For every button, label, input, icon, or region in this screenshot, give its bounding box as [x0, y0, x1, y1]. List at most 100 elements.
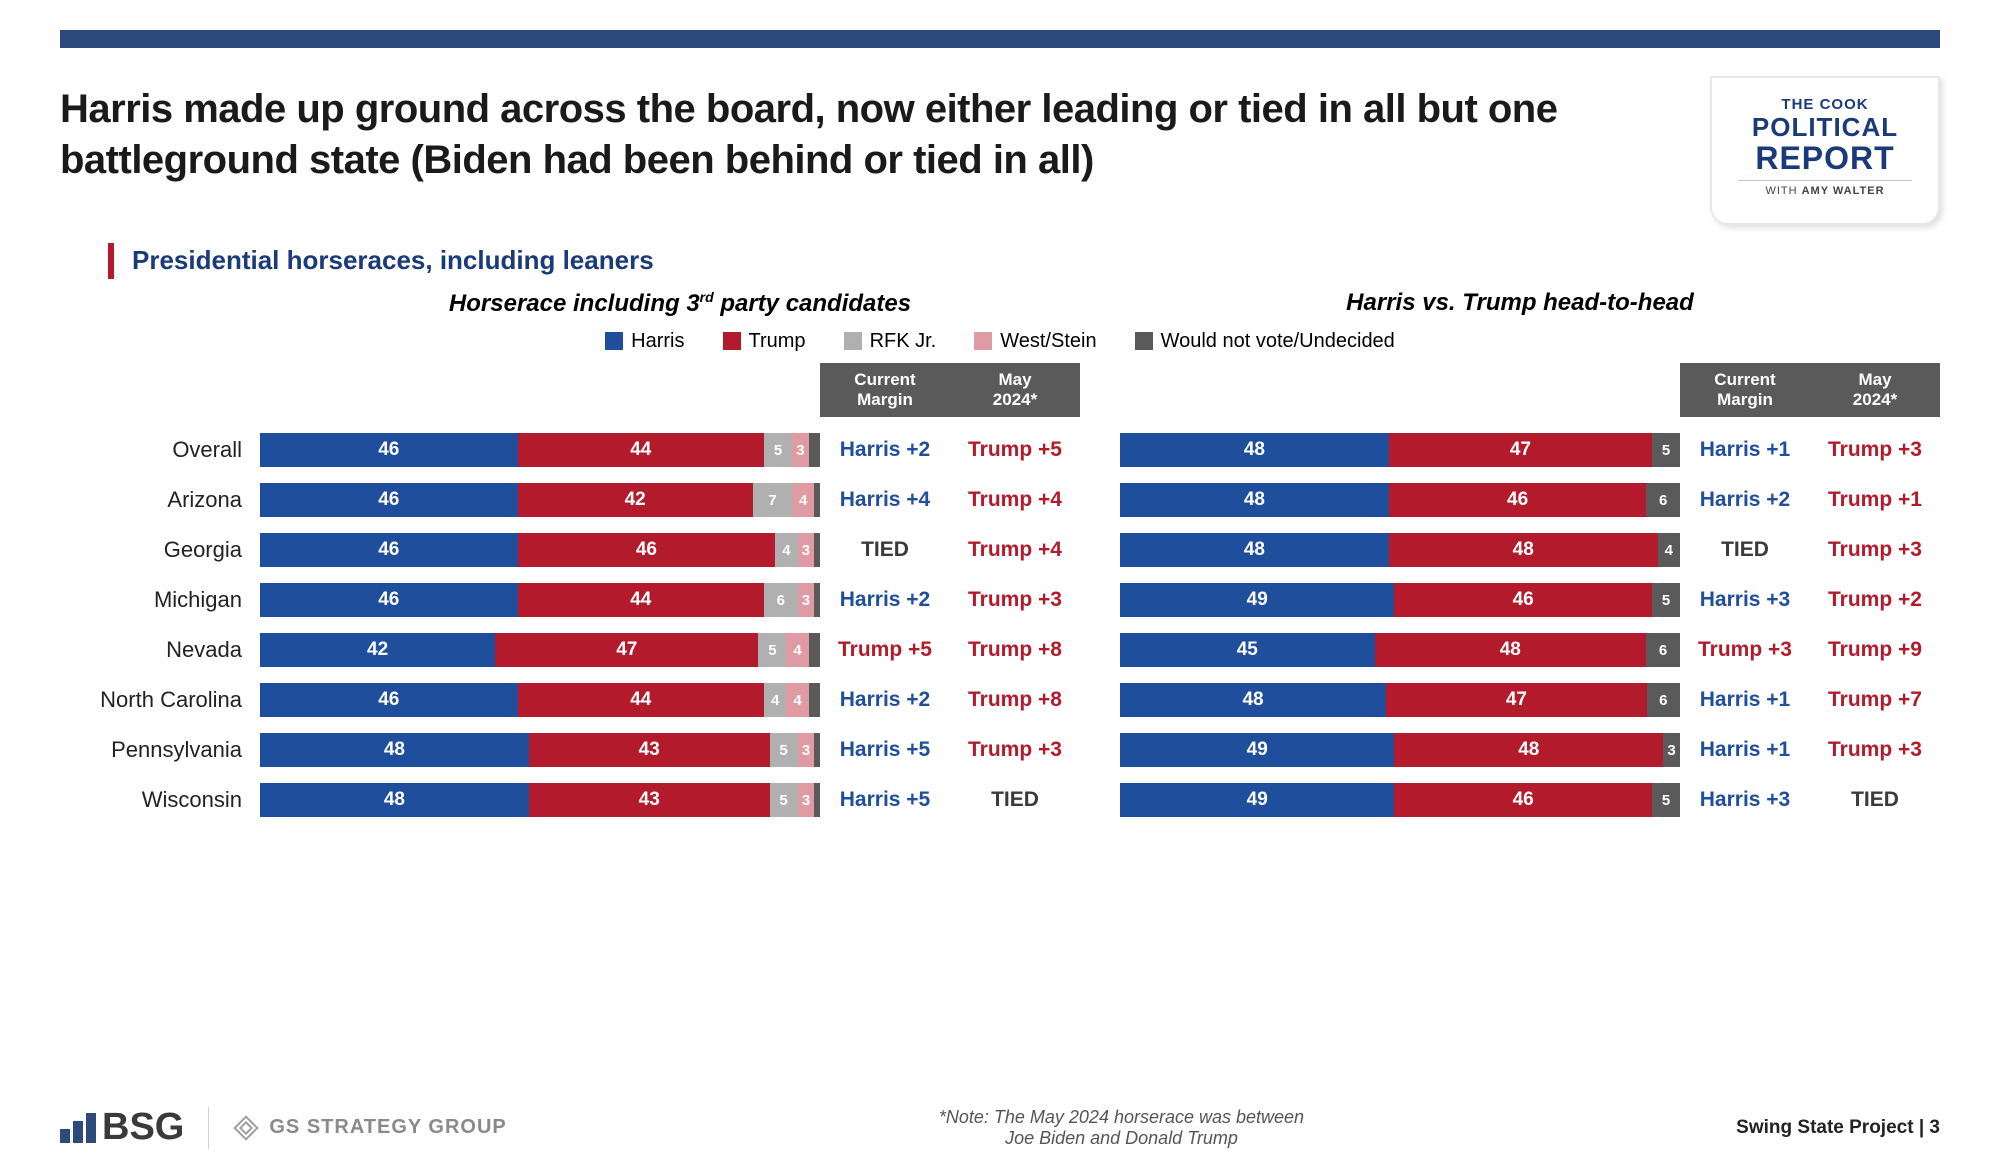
bar-segment-trump: 44 [518, 683, 764, 717]
bar-segment-trump: 46 [1394, 583, 1652, 617]
current-margin-right: Harris +3 [1680, 588, 1810, 612]
bar-segment-harris: 46 [260, 433, 518, 467]
may-margin-right: Trump +7 [1810, 688, 1940, 712]
legend-swatch [974, 332, 992, 350]
bar-segment-west: 3 [798, 783, 815, 817]
bar-left: 464274 [260, 483, 820, 517]
legend-item: Harris [605, 330, 684, 353]
bar-segment-undecided [809, 683, 820, 717]
footer-left-logos: BSG GS STRATEGY GROUP [60, 1106, 507, 1149]
current-margin-left: Harris +5 [820, 738, 950, 762]
bar-segment-harris: 46 [260, 533, 518, 567]
bar-left: 484353 [260, 733, 820, 767]
chart-legend: Harris Trump RFK Jr. West/Stein Would not vo… [60, 330, 1940, 353]
bar-segment-undecided: 6 [1646, 633, 1680, 667]
bar-segment-rfk: 5 [770, 783, 798, 817]
bar-segment-trump: 48 [1389, 533, 1658, 567]
may-margin-left: TIED [950, 788, 1080, 812]
bar-segment-undecided: 3 [1663, 733, 1680, 767]
page-title: Harris made up ground across the board, … [60, 84, 1580, 186]
bar-segment-rfk: 5 [758, 633, 786, 667]
bar-segment-west: 3 [798, 733, 815, 767]
bar-segment-rfk: 5 [770, 733, 798, 767]
header-row: Harris made up ground across the board, … [60, 84, 1940, 233]
bar-right: 49465 [1120, 783, 1680, 817]
cook-the: THE COOK [1738, 96, 1912, 113]
bar-segment-trump: 44 [518, 433, 764, 467]
bar-left: 464444 [260, 683, 820, 717]
bar-segment-trump: 46 [1389, 483, 1647, 517]
column-titles-row: Horserace including 3rd party candidates… [260, 289, 1940, 318]
legend-swatch [844, 332, 862, 350]
bar-segment-harris: 48 [1120, 433, 1389, 467]
hdr-current-right: CurrentMargin [1680, 363, 1810, 418]
bar-segment-west: 4 [786, 633, 808, 667]
bar-right: 49483 [1120, 733, 1680, 767]
current-margin-right: TIED [1680, 538, 1810, 562]
bar-right: 45486 [1120, 633, 1680, 667]
subtitle-accent-bar [108, 243, 114, 279]
cook-report: REPORT [1738, 142, 1912, 174]
gs-strategy-group-logo: GS STRATEGY GROUP [233, 1115, 506, 1141]
bar-segment-undecided [809, 433, 820, 467]
current-margin-left: Harris +2 [820, 588, 950, 612]
bar-left: 464463 [260, 583, 820, 617]
hdr-current-left: CurrentMargin [820, 363, 950, 418]
legend-item: West/Stein [974, 330, 1096, 353]
legend-label: Would not vote/Undecided [1161, 330, 1395, 353]
top-border-bar [60, 30, 1940, 48]
bar-right: 48484 [1120, 533, 1680, 567]
bar-segment-west: 3 [798, 583, 815, 617]
cook-political-report-badge: THE COOK POLITICAL REPORT WITH AMY WALTE… [1710, 76, 1940, 225]
bar-segment-rfk: 5 [764, 433, 792, 467]
bar-segment-harris: 46 [260, 583, 518, 617]
legend-label: Harris [631, 330, 684, 353]
bar-segment-rfk: 6 [764, 583, 798, 617]
bar-segment-rfk: 4 [775, 533, 797, 567]
bar-segment-west: 3 [798, 533, 815, 567]
current-margin-left: Harris +5 [820, 788, 950, 812]
bar-segment-undecided: 5 [1652, 583, 1680, 617]
bar-left: 424754 [260, 633, 820, 667]
section-subtitle-wrap: Presidential horseraces, including leane… [108, 243, 1940, 279]
bar-segment-harris: 46 [260, 483, 518, 517]
current-margin-left: Harris +4 [820, 488, 950, 512]
may-margin-right: TIED [1810, 788, 1940, 812]
cook-with-amy-walter: WITH AMY WALTER [1738, 185, 1912, 197]
right-column-title: Harris vs. Trump head-to-head [1100, 289, 1940, 318]
current-margin-right: Trump +3 [1680, 638, 1810, 662]
bsg-bars-icon [60, 1113, 96, 1143]
may-margin-right: Trump +9 [1810, 638, 1940, 662]
legend-label: Trump [749, 330, 806, 353]
bar-segment-harris: 49 [1120, 583, 1394, 617]
bar-segment-harris: 48 [1120, 533, 1389, 567]
bar-segment-undecided [809, 633, 820, 667]
data-grid: CurrentMarginMay2024*CurrentMarginMay202… [60, 363, 1940, 818]
bar-right: 48476 [1120, 683, 1680, 717]
bar-segment-harris: 48 [260, 783, 529, 817]
bsg-logo: BSG [60, 1106, 184, 1149]
footer-right-page: Swing State Project | 3 [1736, 1117, 1940, 1139]
section-subtitle: Presidential horseraces, including leane… [132, 245, 654, 276]
legend-item: RFK Jr. [844, 330, 937, 353]
bar-segment-rfk: 7 [753, 483, 792, 517]
bar-segment-west: 4 [786, 683, 808, 717]
state-label: Wisconsin [60, 787, 260, 813]
state-label: Nevada [60, 637, 260, 663]
state-label: Arizona [60, 487, 260, 513]
bar-segment-trump: 46 [518, 533, 776, 567]
may-margin-left: Trump +3 [950, 588, 1080, 612]
may-margin-left: Trump +4 [950, 538, 1080, 562]
bar-right: 48475 [1120, 433, 1680, 467]
bar-segment-west: 4 [792, 483, 814, 517]
bar-left: 484353 [260, 783, 820, 817]
current-margin-right: Harris +3 [1680, 788, 1810, 812]
state-label: Pennsylvania [60, 737, 260, 763]
state-label: North Carolina [60, 687, 260, 713]
legend-item: Would not vote/Undecided [1135, 330, 1395, 353]
bar-segment-undecided: 6 [1646, 483, 1680, 517]
footer: BSG GS STRATEGY GROUP *Note: The May 202… [60, 1106, 1940, 1149]
legend-item: Trump [723, 330, 806, 353]
bar-right: 48466 [1120, 483, 1680, 517]
bar-segment-harris: 49 [1120, 783, 1394, 817]
